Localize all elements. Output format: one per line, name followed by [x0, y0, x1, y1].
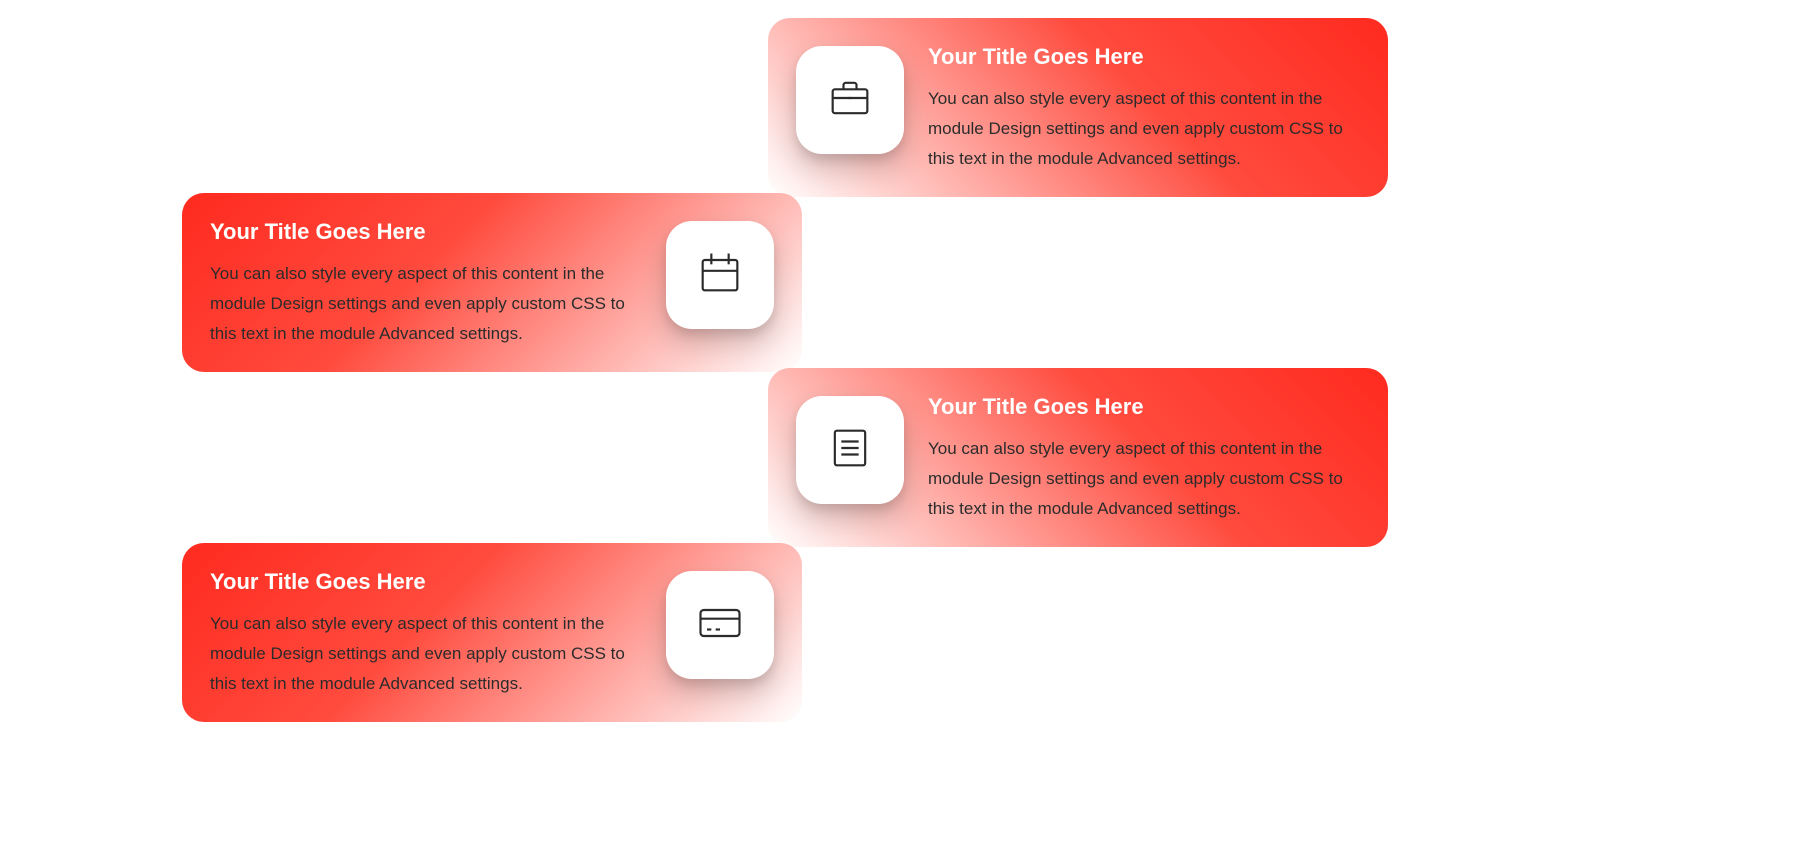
- info-card: Your Title Goes Here You can also style …: [768, 368, 1388, 547]
- card-desc: You can also style every aspect of this …: [928, 84, 1360, 173]
- briefcase-icon: [824, 72, 876, 129]
- card-desc: You can also style every aspect of this …: [210, 259, 642, 348]
- card-icon-box: [666, 221, 774, 329]
- credit-card-icon: [694, 597, 746, 654]
- calendar-icon: [694, 247, 746, 304]
- card-text: Your Title Goes Here You can also style …: [210, 567, 642, 698]
- info-card: Your Title Goes Here You can also style …: [768, 18, 1388, 197]
- info-card: Your Title Goes Here You can also style …: [182, 193, 802, 372]
- card-text: Your Title Goes Here You can also style …: [210, 217, 642, 348]
- card-icon-box: [796, 46, 904, 154]
- card-text: Your Title Goes Here You can also style …: [928, 392, 1360, 523]
- card-title: Your Title Goes Here: [928, 44, 1360, 70]
- card-title: Your Title Goes Here: [210, 569, 642, 595]
- card-desc: You can also style every aspect of this …: [928, 434, 1360, 523]
- document-icon: [824, 422, 876, 479]
- card-icon-box: [666, 571, 774, 679]
- card-text: Your Title Goes Here You can also style …: [928, 42, 1360, 173]
- card-desc: You can also style every aspect of this …: [210, 609, 642, 698]
- info-card: Your Title Goes Here You can also style …: [182, 543, 802, 722]
- card-title: Your Title Goes Here: [928, 394, 1360, 420]
- card-icon-box: [796, 396, 904, 504]
- card-title: Your Title Goes Here: [210, 219, 642, 245]
